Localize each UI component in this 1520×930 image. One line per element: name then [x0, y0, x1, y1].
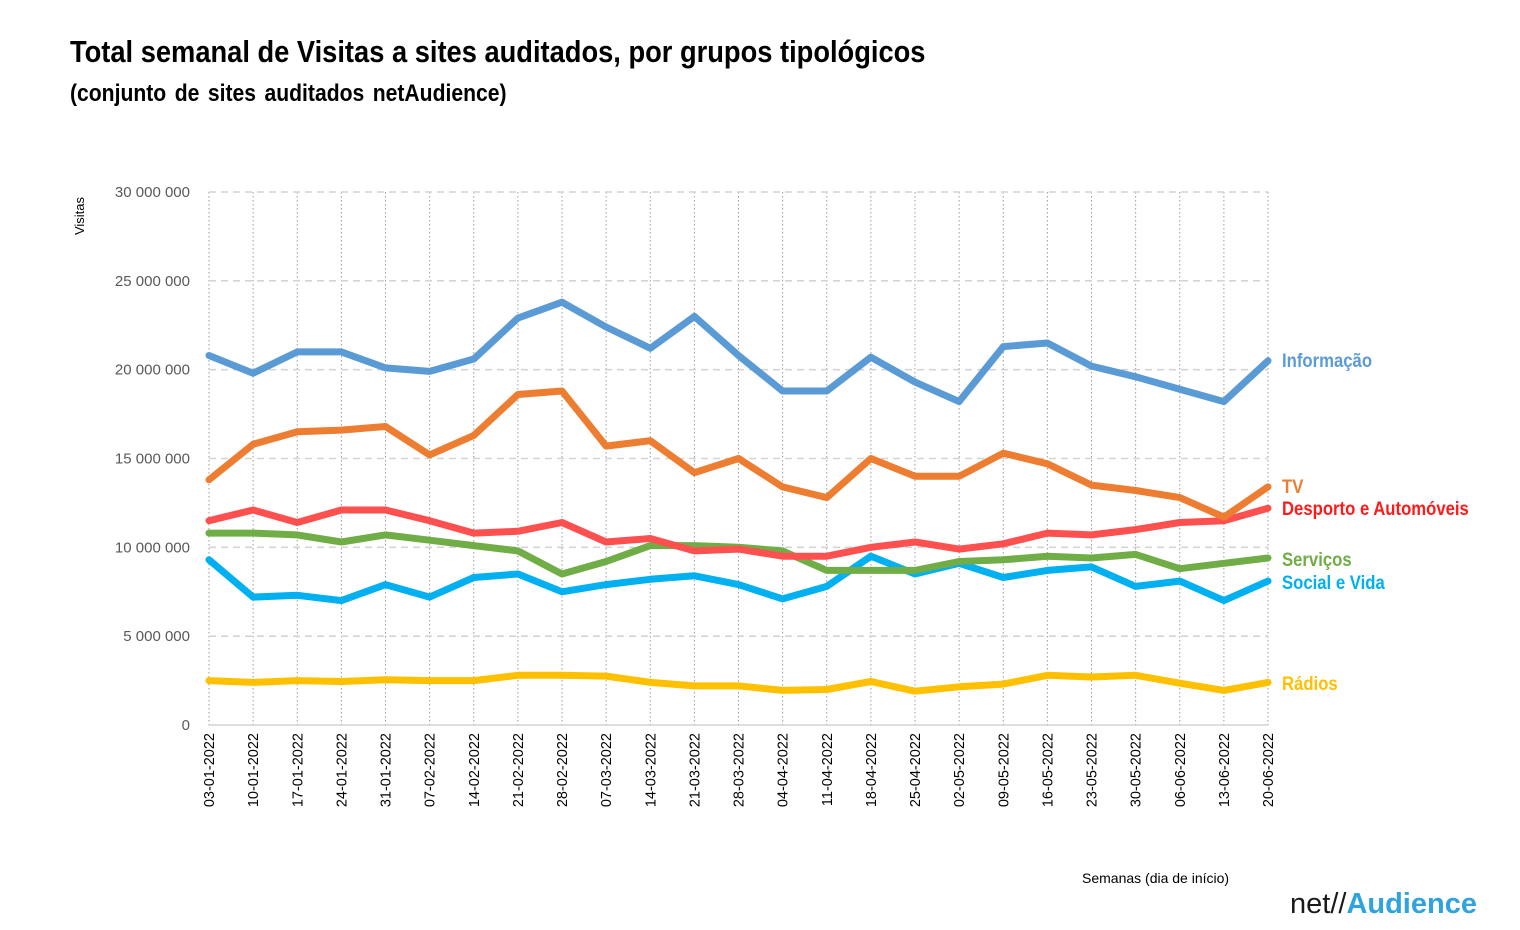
x-tick-label: 25-04-2022: [908, 733, 924, 807]
y-tick-label: 0: [182, 717, 190, 734]
x-tick-label: 13-06-2022: [1217, 733, 1233, 807]
x-tick-label: 28-02-2022: [555, 733, 571, 807]
netaudience-logo: net//Audience: [1290, 888, 1477, 921]
chart-title: Total semanal de Visitas a sites auditad…: [70, 34, 926, 69]
series-line-desporto-e-autom-veis: [205, 504, 1272, 560]
series-line-informa-o: [205, 298, 1272, 406]
y-tick-label: 5 000 000: [123, 628, 190, 645]
chart-subtitle: (conjunto de sites auditados netAudience…: [70, 80, 507, 107]
x-tick-label: 21-02-2022: [511, 733, 527, 807]
y-axis-label: Visitas: [72, 196, 87, 235]
x-tick-label: 24-01-2022: [334, 733, 350, 807]
x-tick-label: 23-05-2022: [1085, 733, 1101, 807]
series-label: TV: [1282, 476, 1303, 497]
x-tick-label: 21-03-2022: [687, 733, 703, 807]
x-tick-label: 17-01-2022: [290, 733, 306, 807]
x-tick-label: 28-03-2022: [732, 733, 748, 807]
x-tick-label: 04-04-2022: [776, 733, 792, 807]
series-label: Serviços: [1282, 549, 1352, 570]
series-line-social-e-vida: [205, 552, 1272, 605]
y-tick-label: 25 000 000: [115, 273, 190, 290]
x-tick-label: 16-05-2022: [1040, 733, 1056, 807]
logo-part-net: net//: [1290, 888, 1347, 920]
x-tick-label: 18-04-2022: [864, 733, 880, 807]
series-label: Desporto e Automóveis: [1282, 498, 1469, 519]
x-tick-label: 14-02-2022: [467, 733, 483, 807]
series-line-r-dios: [205, 671, 1272, 695]
x-tick-label: 10-01-2022: [246, 733, 262, 807]
x-tick-label: 31-01-2022: [379, 733, 395, 807]
x-tick-label: 07-03-2022: [599, 733, 615, 807]
x-tick-label: 06-06-2022: [1173, 733, 1189, 807]
series-label: Rádios: [1282, 673, 1338, 694]
y-tick-label: 10 000 000: [115, 539, 190, 556]
x-tick-label: 02-05-2022: [952, 733, 968, 807]
y-tick-label: 15 000 000: [115, 451, 190, 468]
x-tick-label: 03-01-2022: [202, 733, 218, 807]
logo-part-audience: Audience: [1346, 888, 1477, 920]
series-label: Social e Vida: [1282, 572, 1386, 593]
series-label: Informação: [1282, 350, 1372, 371]
x-axis-label: Semanas (dia de início): [1082, 870, 1229, 886]
x-tick-label: 30-05-2022: [1129, 733, 1145, 807]
series-line-servi-os: [205, 529, 1272, 578]
x-tick-label: 20-06-2022: [1261, 733, 1277, 807]
x-tick-label: 11-04-2022: [820, 733, 836, 806]
x-tick-label: 14-03-2022: [643, 733, 659, 807]
series-line-tv: [205, 387, 1272, 521]
y-tick-label: 20 000 000: [115, 362, 190, 379]
x-tick-label: 07-02-2022: [423, 733, 439, 807]
y-tick-label: 30 000 000: [115, 184, 190, 201]
x-tick-label: 09-05-2022: [996, 733, 1012, 807]
